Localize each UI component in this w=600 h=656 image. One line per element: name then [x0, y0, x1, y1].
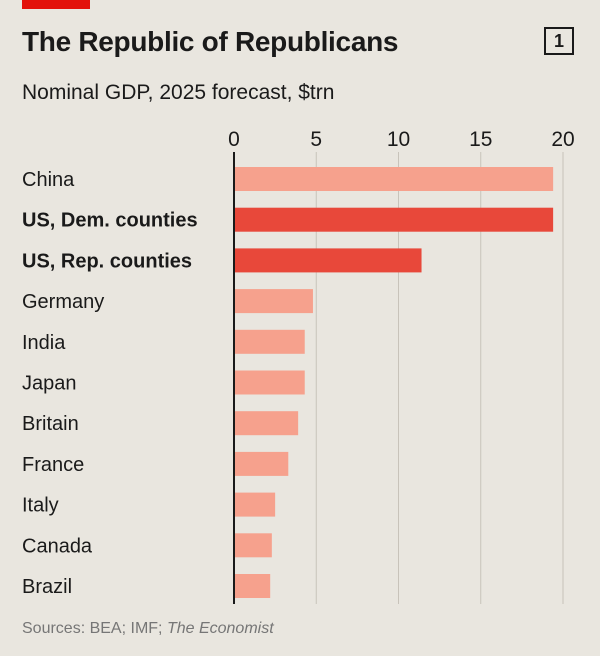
category-label: France [22, 454, 84, 476]
chart-title: The Republic of Republicans [22, 26, 399, 57]
category-label: India [22, 332, 66, 354]
bar [234, 411, 299, 436]
bar [234, 167, 554, 191]
x-tick-label: 10 [387, 128, 410, 151]
category-label: China [22, 169, 75, 191]
category-label: Canada [22, 535, 93, 557]
top-accent-bar [22, 0, 90, 9]
bar [234, 533, 272, 558]
category-label: Germany [22, 291, 104, 313]
source-publication: The Economist [166, 620, 274, 637]
chart-number-badge: 1 [544, 27, 574, 55]
x-tick-label: 5 [310, 128, 322, 151]
bar [234, 574, 271, 598]
bar [234, 370, 305, 395]
bar [234, 248, 422, 273]
x-tick-label: 0 [228, 128, 240, 151]
category-label: Britain [22, 413, 79, 435]
chart-subtitle: Nominal GDP, 2025 forecast, $trn [22, 81, 335, 104]
category-label: Brazil [22, 576, 72, 598]
bar [234, 451, 289, 476]
bar [234, 289, 313, 314]
bar [234, 329, 305, 354]
bar [234, 207, 554, 232]
category-label: US, Rep. counties [22, 250, 192, 272]
x-tick-label: 20 [551, 128, 574, 151]
bar [234, 492, 276, 517]
source-note: Sources: BEA; IMF; The Economist [22, 620, 274, 638]
source-prefix: Sources: BEA; IMF; [22, 620, 167, 637]
category-label: Japan [22, 373, 77, 395]
category-label: Italy [22, 495, 59, 517]
category-label: US, Dem. counties [22, 210, 198, 232]
x-tick-label: 15 [469, 128, 492, 151]
